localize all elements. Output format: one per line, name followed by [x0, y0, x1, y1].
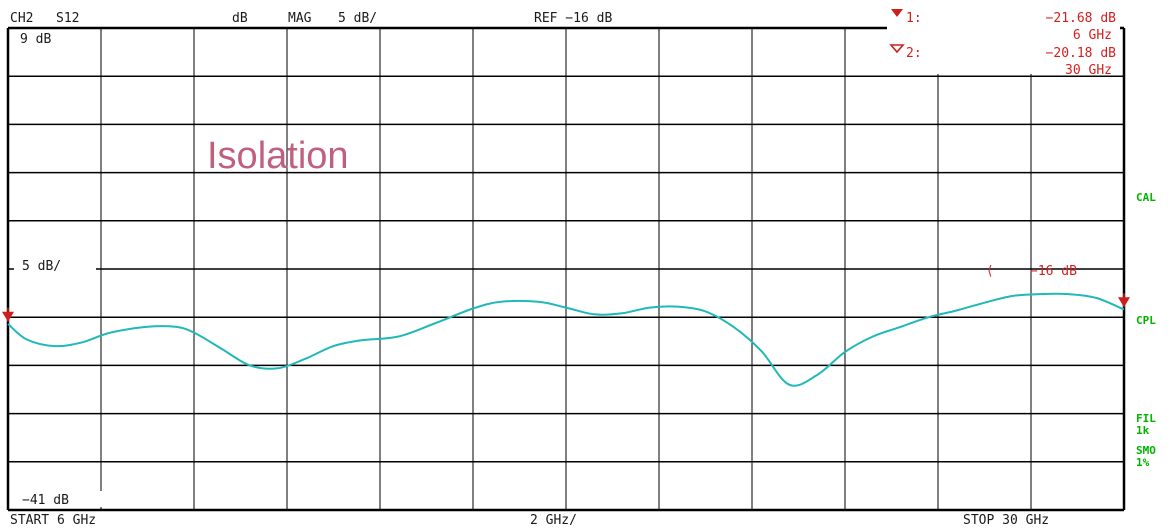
- cal-status: CAL: [1136, 191, 1156, 204]
- s12-trace: [7, 292, 1125, 387]
- marker-1-freq: 6 GHz: [1073, 28, 1112, 43]
- marker-2-id: 2:: [906, 46, 922, 61]
- smo-status: SMO: [1136, 444, 1156, 457]
- ref-header-label: REF −16 dB: [534, 11, 612, 26]
- format-label: dB: [232, 11, 248, 26]
- scale-label-bg: [14, 258, 96, 274]
- bottom-label-bg: [14, 491, 108, 507]
- top-label-bg: [14, 32, 58, 46]
- marker-readout-2: 2: −20.18 dB 30 GHz: [889, 44, 1117, 78]
- chart-title: Isolation: [207, 135, 349, 177]
- marker-2-icon: [889, 44, 905, 54]
- ref-level-arrow-icon: ⟨: [986, 264, 994, 279]
- marker-readout-1: 1: −21.68 dB 6 GHz: [891, 9, 1116, 43]
- bottom-scale-label: −41 dB: [22, 493, 69, 508]
- graticule: [6, 26, 1126, 512]
- marker-1-value: −21.68 dB: [1046, 11, 1117, 26]
- marker-2-freq: 30 GHz: [1065, 63, 1112, 78]
- smo-value-status: 1%: [1136, 456, 1150, 469]
- scale-per-div-label: 5 dB/: [22, 259, 61, 274]
- channel-label: CH2: [10, 11, 33, 26]
- marker-readout-panel: [887, 2, 1120, 74]
- stop-frequency-label: STOP 30 GHz: [963, 513, 1049, 528]
- parameter-label: S12: [56, 11, 79, 26]
- marker-2-value: −20.18 dB: [1046, 46, 1117, 61]
- mag-label: MAG: [288, 11, 312, 26]
- marker-points: [2, 293, 1130, 322]
- ref-level-indicator: ⟨ −16 dB: [986, 264, 1077, 279]
- x-per-div-label: 2 GHz/: [530, 513, 577, 528]
- top-scale-label: 9 dB: [20, 32, 51, 47]
- marker-1-active-icon: [891, 9, 903, 17]
- start-frequency-label: START 6 GHz: [10, 513, 96, 528]
- fil-status: FIL: [1136, 412, 1156, 425]
- cpl-status: CPL: [1136, 314, 1156, 327]
- marker-1-id: 1:: [906, 11, 922, 26]
- ref-level-value: −16 dB: [1030, 264, 1077, 279]
- fil-bw-status: 1k: [1136, 424, 1150, 437]
- scale-header-label: 5 dB/: [338, 11, 377, 26]
